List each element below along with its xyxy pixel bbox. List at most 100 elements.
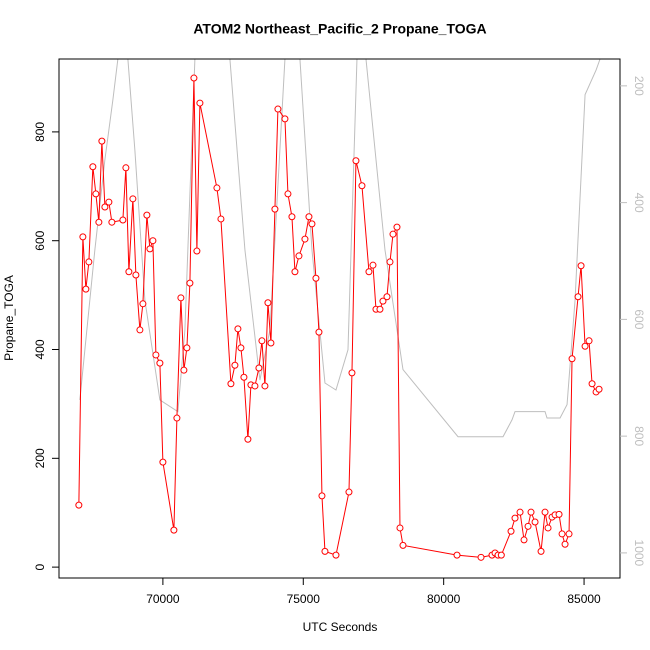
point	[89, 163, 97, 171]
point	[531, 518, 539, 526]
point	[376, 305, 384, 313]
point	[190, 74, 198, 82]
point	[261, 382, 269, 390]
point	[186, 279, 194, 287]
point	[237, 344, 245, 352]
y2-tick-label: 600	[632, 309, 646, 329]
point	[177, 294, 185, 302]
point	[558, 530, 566, 538]
point	[527, 508, 535, 516]
y-tick-label: 400	[33, 339, 47, 359]
point	[281, 115, 289, 123]
point	[264, 299, 272, 307]
point	[240, 373, 248, 381]
point	[393, 223, 401, 231]
point	[308, 220, 316, 228]
point	[561, 540, 569, 548]
point	[352, 157, 360, 165]
plot-area	[75, 59, 606, 561]
point	[332, 551, 340, 559]
point	[129, 195, 137, 203]
point	[173, 414, 181, 422]
point	[122, 164, 130, 172]
point	[345, 488, 353, 496]
point	[79, 233, 87, 241]
point	[152, 351, 160, 359]
point	[251, 382, 259, 390]
point	[170, 526, 178, 534]
chart-title: ATOM2 Northeast_Pacific_2 Propane_TOGA	[193, 21, 486, 37]
point	[301, 235, 309, 243]
series-line	[78, 78, 600, 558]
point	[193, 247, 201, 255]
point	[258, 337, 266, 345]
point	[125, 268, 133, 276]
y-tick-label: 800	[33, 122, 47, 142]
point	[159, 458, 167, 466]
point	[386, 258, 394, 266]
point	[146, 245, 154, 253]
point	[348, 369, 356, 377]
point	[312, 274, 320, 282]
point	[305, 213, 313, 221]
point	[577, 262, 585, 270]
point	[477, 553, 485, 561]
y-axis-label: Propane_TOGA	[2, 275, 16, 361]
point	[98, 137, 106, 145]
point	[82, 285, 90, 293]
point	[321, 547, 329, 555]
point	[101, 203, 109, 211]
plot-frame	[58, 58, 621, 579]
y2-tick-label: 200	[632, 76, 646, 96]
point	[284, 190, 292, 198]
point	[568, 355, 576, 363]
x-tick-label: 70000	[146, 592, 180, 606]
x-tick-label: 75000	[287, 592, 321, 606]
y2-tick-label: 800	[632, 426, 646, 446]
point	[267, 339, 275, 347]
point	[318, 492, 326, 500]
point	[520, 536, 528, 544]
point	[555, 510, 563, 518]
x-axis-label: UTC Seconds	[303, 620, 378, 634]
y2-tick-label: 1000	[632, 540, 646, 567]
point	[581, 342, 589, 350]
y-tick-label: 0	[33, 563, 47, 570]
x-tick-label: 85000	[567, 592, 601, 606]
point	[156, 359, 164, 367]
point	[139, 300, 147, 308]
point	[369, 261, 377, 269]
point	[516, 508, 524, 516]
point	[143, 211, 151, 219]
point	[497, 551, 505, 559]
point	[108, 218, 116, 226]
point	[196, 99, 204, 107]
y-tick-label: 200	[33, 448, 47, 468]
point	[231, 361, 239, 369]
point	[149, 237, 157, 245]
series-line	[79, 59, 606, 438]
point	[585, 337, 593, 345]
point	[595, 385, 603, 393]
point	[132, 271, 140, 279]
point	[234, 325, 242, 333]
point	[227, 380, 235, 388]
point	[274, 105, 282, 113]
point	[136, 326, 144, 334]
point	[271, 205, 279, 213]
point	[383, 293, 391, 301]
y2-tick-label: 400	[632, 193, 646, 213]
point	[399, 541, 407, 549]
point	[541, 508, 549, 516]
point	[396, 524, 404, 532]
point	[511, 514, 519, 522]
point	[295, 252, 303, 260]
point	[291, 268, 299, 276]
point	[180, 366, 188, 374]
point	[379, 297, 387, 305]
point	[524, 522, 532, 530]
point	[358, 182, 366, 190]
point	[574, 293, 582, 301]
x-tick-label: 80000	[427, 592, 461, 606]
